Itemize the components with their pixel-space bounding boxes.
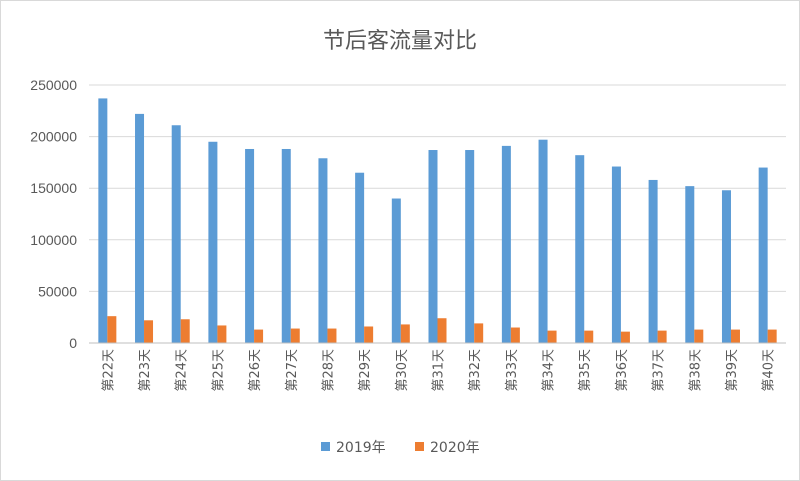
bar-2019年-第26天 bbox=[245, 148, 255, 343]
bar-2020年-第39天 bbox=[730, 329, 740, 343]
legend-swatch bbox=[321, 442, 330, 451]
bar-2020年-第22天 bbox=[107, 316, 117, 343]
legend-label: 2019年 bbox=[336, 440, 386, 456]
x-category-label: 第40天 bbox=[762, 349, 777, 392]
y-tick-label: 100000 bbox=[30, 232, 77, 248]
bar-2020年-第24天 bbox=[180, 319, 190, 343]
bar-2020年-第27天 bbox=[290, 328, 300, 343]
bar-2020年-第23天 bbox=[144, 320, 154, 343]
y-tick-label: 250000 bbox=[30, 77, 77, 93]
bar-2019年-第33天 bbox=[501, 145, 511, 343]
y-tick-label: 150000 bbox=[30, 180, 77, 196]
bar-2019年-第29天 bbox=[355, 172, 365, 343]
bar-2019年-第23天 bbox=[135, 113, 145, 343]
bars bbox=[98, 98, 777, 343]
legend-swatch bbox=[415, 442, 424, 451]
bar-2020年-第40天 bbox=[767, 329, 777, 343]
bar-2020年-第30天 bbox=[400, 324, 410, 343]
x-category-label: 第26天 bbox=[248, 349, 263, 392]
bar-2019年-第24天 bbox=[171, 125, 181, 343]
x-category-label: 第35天 bbox=[578, 349, 593, 392]
chart-title: 节后客流量对比 bbox=[323, 29, 477, 54]
bar-2019年-第28天 bbox=[318, 158, 328, 343]
bar-2019年-第31天 bbox=[428, 150, 438, 343]
bar-2019年-第36天 bbox=[611, 166, 621, 343]
bar-2020年-第38天 bbox=[694, 329, 704, 343]
bar-2020年-第31天 bbox=[437, 318, 447, 343]
x-category-label: 第25天 bbox=[211, 349, 226, 392]
bar-2020年-第36天 bbox=[620, 331, 630, 343]
x-category-label: 第22天 bbox=[101, 349, 116, 392]
x-category-label: 第32天 bbox=[468, 349, 483, 392]
bar-2019年-第40天 bbox=[758, 167, 768, 343]
x-axis-category-labels: 第22天 第23天 第24天 第25天 第26天 第27天 第28天 第29天 第30天 第31天… bbox=[101, 349, 776, 392]
bar-2019年-第30天 bbox=[391, 198, 401, 343]
x-category-label: 第28天 bbox=[321, 349, 336, 392]
y-tick-label: 200000 bbox=[30, 129, 77, 145]
x-category-label: 第37天 bbox=[652, 349, 667, 392]
legend-label: 2020年 bbox=[430, 440, 480, 456]
x-category-label: 第30天 bbox=[395, 349, 410, 392]
x-category-label: 第27天 bbox=[285, 349, 300, 392]
x-category-label: 第24天 bbox=[175, 349, 190, 392]
bar-2020年-第35天 bbox=[584, 330, 594, 343]
x-category-label: 第33天 bbox=[505, 349, 520, 392]
x-category-label: 第34天 bbox=[542, 349, 557, 392]
x-category-label: 第29天 bbox=[358, 349, 373, 392]
x-category-label: 第39天 bbox=[725, 349, 740, 392]
bar-2020年-第32天 bbox=[474, 323, 484, 343]
bar-2020年-第37天 bbox=[657, 330, 667, 343]
bar-2020年-第29天 bbox=[364, 326, 374, 343]
bar-2019年-第39天 bbox=[721, 190, 731, 343]
x-category-label: 第31天 bbox=[432, 349, 447, 392]
bar-2019年-第22天 bbox=[98, 98, 108, 343]
bar-2020年-第26天 bbox=[254, 329, 264, 343]
y-tick-label: 50000 bbox=[38, 283, 77, 299]
bar-2019年-第25天 bbox=[208, 141, 218, 343]
bar-2019年-第27天 bbox=[281, 148, 291, 343]
bar-2019年-第32天 bbox=[465, 150, 475, 343]
y-axis-tick-labels: 0 50000 100000 150000 200000 250000 bbox=[30, 77, 77, 351]
x-category-label: 第36天 bbox=[615, 349, 630, 392]
legend: 2019年 2020年 bbox=[321, 440, 480, 456]
bar-2020年-第25天 bbox=[217, 325, 227, 343]
bar-2020年-第28天 bbox=[327, 328, 337, 343]
bar-2019年-第37天 bbox=[648, 179, 658, 343]
y-tick-label: 0 bbox=[69, 335, 77, 351]
bar-2020年-第33天 bbox=[510, 327, 520, 343]
bar-2019年-第35天 bbox=[575, 155, 585, 343]
x-category-label: 第23天 bbox=[138, 349, 153, 392]
x-category-label: 第38天 bbox=[688, 349, 703, 392]
bar-2020年-第34天 bbox=[547, 330, 557, 343]
bar-2019年-第34天 bbox=[538, 139, 548, 343]
bar-2019年-第38天 bbox=[685, 186, 695, 343]
